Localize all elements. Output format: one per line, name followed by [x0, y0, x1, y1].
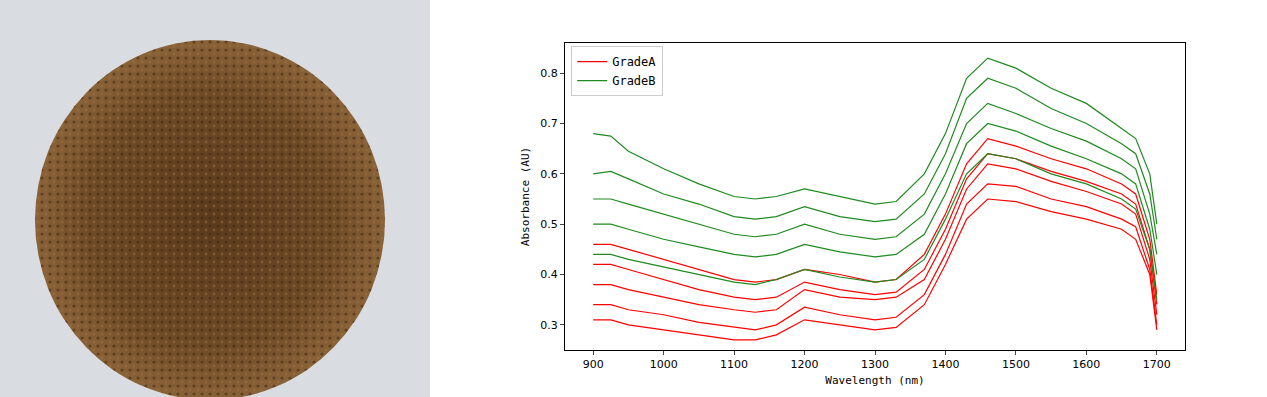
svg-text:900: 900 [583, 358, 604, 371]
svg-text:0.6: 0.6 [540, 168, 558, 181]
svg-text:GradeA: GradeA [612, 55, 656, 69]
svg-text:0.4: 0.4 [540, 268, 558, 281]
svg-text:0.7: 0.7 [540, 117, 558, 130]
svg-text:GradeB: GradeB [612, 74, 655, 88]
svg-text:0.8: 0.8 [540, 67, 558, 80]
svg-text:1300: 1300 [861, 358, 889, 371]
svg-text:1400: 1400 [931, 358, 959, 371]
svg-text:0.5: 0.5 [540, 218, 558, 231]
svg-text:Wavelength (nm): Wavelength (nm) [825, 374, 924, 387]
svg-text:0.3: 0.3 [540, 319, 558, 332]
svg-text:1500: 1500 [1002, 358, 1030, 371]
svg-text:1600: 1600 [1072, 358, 1100, 371]
svg-text:1700: 1700 [1143, 358, 1171, 371]
svg-text:1200: 1200 [791, 358, 819, 371]
svg-text:1100: 1100 [720, 358, 748, 371]
svg-text:1000: 1000 [650, 358, 678, 371]
svg-text:Absorbance (AU): Absorbance (AU) [519, 147, 532, 246]
